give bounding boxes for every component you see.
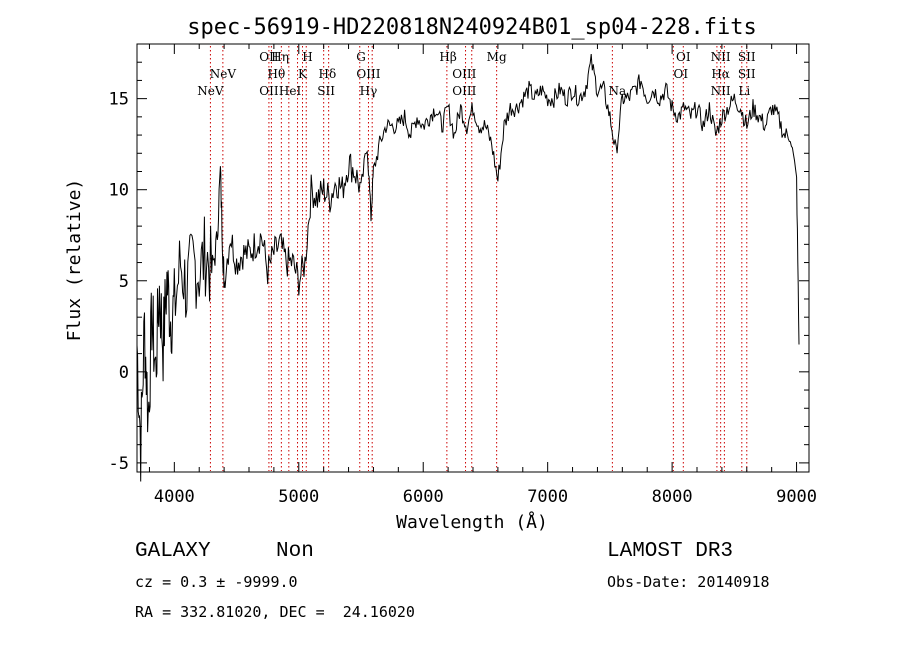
object-subclass: Non bbox=[276, 540, 314, 563]
emission-line-labels: NeV NeV OII OII Hθ Hη HeI KH Hδ SII G OIII Hγ Hβ OIII O… bbox=[197, 50, 756, 98]
emission-line-label: OII bbox=[259, 84, 279, 98]
redshift-line: cz = 0.3 ± -9999.0 bbox=[135, 573, 298, 591]
emission-line-label: Li bbox=[738, 84, 750, 98]
emission-line-label: OI bbox=[676, 50, 691, 64]
emission-line-label: Na bbox=[609, 84, 627, 98]
obs-date: Obs-Date: 20140918 bbox=[607, 573, 770, 591]
emission-line-label: Hη bbox=[271, 50, 289, 64]
y-axis-label: Flux (relative) bbox=[64, 179, 85, 342]
y-axis: -5 0 5 10 15 bbox=[109, 61, 809, 474]
emission-line-label: Hγ bbox=[360, 84, 378, 98]
emission-line-label: NII bbox=[711, 84, 731, 98]
emission-line-label: NII bbox=[711, 50, 731, 64]
ra-dec: RA = 332.81020, DEC = 24.16020 bbox=[135, 603, 415, 621]
emission-line-label: SII bbox=[738, 67, 756, 81]
emission-line-label: HeI bbox=[279, 84, 302, 98]
y-tick-label: 10 bbox=[109, 181, 129, 201]
x-tick-label: 5000 bbox=[278, 487, 319, 507]
spectrum-series-layer bbox=[136, 53, 800, 482]
x-tick-label: 8000 bbox=[652, 487, 693, 507]
y-tick-label: 5 bbox=[119, 272, 129, 292]
x-tick-label: 7000 bbox=[527, 487, 568, 507]
x-tick-label: 4000 bbox=[154, 487, 195, 507]
emission-line-label: NeV bbox=[197, 84, 224, 98]
survey-name: LAMOST DR3 bbox=[607, 540, 734, 563]
emission-line-label: Hθ bbox=[268, 67, 286, 81]
emission-line-label: SII bbox=[317, 84, 335, 98]
emission-line-label: NeV bbox=[210, 67, 237, 81]
emission-line-label: G bbox=[356, 50, 366, 64]
emission-line-label: Hβ bbox=[439, 50, 456, 64]
emission-line-label: K bbox=[298, 67, 308, 81]
x-axis: 4000 5000 6000 7000 8000 9000 bbox=[148, 44, 817, 507]
emission-line-label: OIII bbox=[356, 67, 380, 81]
emission-line-label: OI bbox=[674, 67, 689, 81]
emission-line-label: OIII bbox=[452, 67, 476, 81]
chart-title: spec-56919-HD220818N240924B01_sp04-228.f… bbox=[187, 15, 757, 40]
spectrum-line bbox=[136, 53, 800, 482]
x-tick-label: 9000 bbox=[776, 487, 817, 507]
emission-line-label: Mg bbox=[487, 50, 507, 64]
x-tick-label: 6000 bbox=[403, 487, 444, 507]
object-class: GALAXY bbox=[135, 540, 211, 563]
y-tick-label: -5 bbox=[109, 454, 129, 474]
y-tick-label: 15 bbox=[109, 90, 129, 110]
emission-line-label: H bbox=[302, 50, 312, 64]
x-axis-label: Wavelength (Å) bbox=[396, 511, 548, 533]
emission-line-label: Hα bbox=[711, 67, 730, 81]
plot-frame bbox=[136, 43, 810, 473]
y-tick-label: 0 bbox=[119, 363, 129, 383]
emission-line-label: SII bbox=[738, 50, 756, 64]
emission-line-label: OII bbox=[259, 50, 279, 64]
emission-line-label: OIII bbox=[452, 84, 476, 98]
emission-line-label: Hδ bbox=[319, 67, 337, 81]
